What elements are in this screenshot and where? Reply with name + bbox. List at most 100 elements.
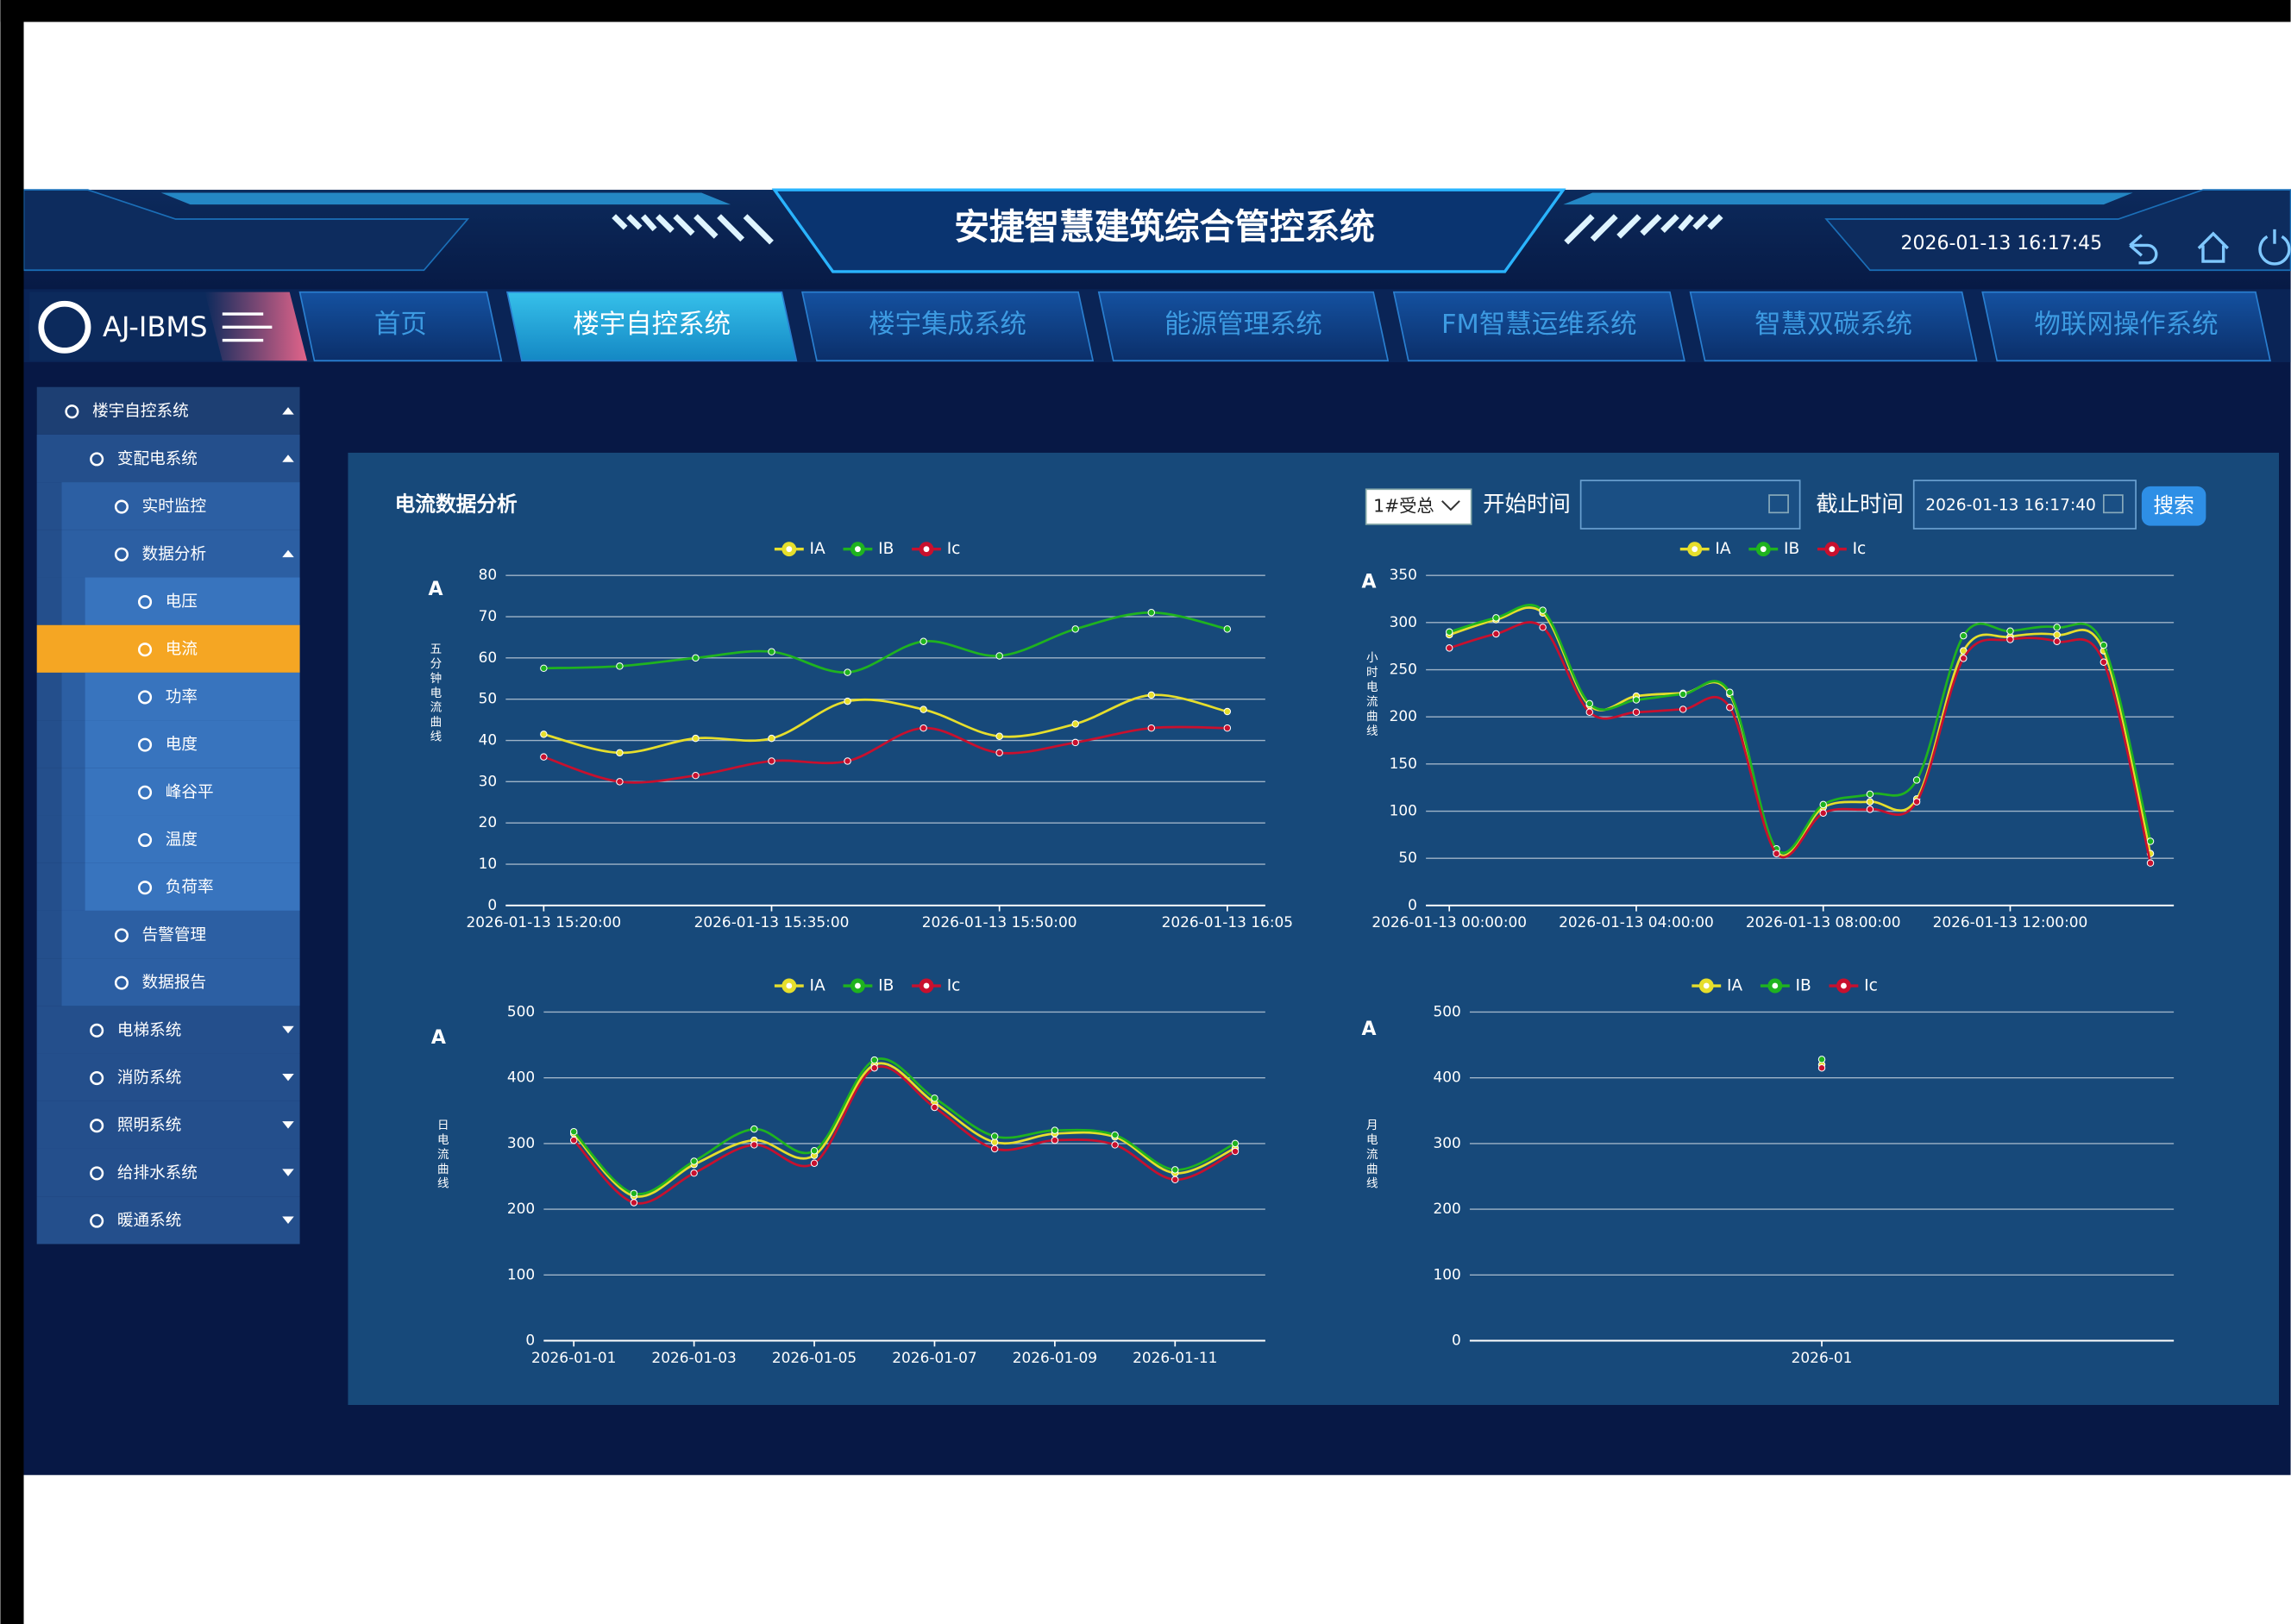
sidebar-item[interactable]: 暖通系统 <box>117 1212 181 1230</box>
sidebar-row-active <box>36 624 300 673</box>
y-tick-label: 0 <box>1452 1331 1461 1348</box>
sidebar-row-bg <box>36 1100 300 1149</box>
data-point <box>569 1136 578 1144</box>
end-label: 截止时间 <box>1816 491 1904 517</box>
data-point <box>990 1138 999 1146</box>
data-point <box>810 1147 819 1155</box>
legend-label: Ic <box>947 977 961 995</box>
data-point <box>920 637 927 645</box>
nav-tab[interactable] <box>1689 291 1978 362</box>
y-tick-label: 80 <box>479 566 498 583</box>
data-point <box>995 652 1003 660</box>
y-unit: A <box>1362 1019 1377 1040</box>
legend-label: IB <box>1784 540 1799 558</box>
data-point <box>1223 625 1232 633</box>
data-point <box>931 1103 938 1112</box>
y-tick-label: 20 <box>479 813 498 831</box>
start-input[interactable] <box>1579 480 1801 530</box>
data-point <box>2146 837 2155 845</box>
nav-tabs: 首页 楼宇自控系统 楼宇集成系统 能源管理系统 FM智慧运维系统 智慧双碳系统 物联网操作系… <box>298 291 2271 362</box>
data-point <box>2053 624 2061 631</box>
sidebar-row-bg <box>85 768 300 816</box>
data-point <box>768 734 775 743</box>
legend-label: IB <box>878 540 894 558</box>
legend-marker-center <box>1760 546 1767 553</box>
data-point <box>1585 708 1594 716</box>
sidebar-item[interactable]: 数据分析 <box>142 545 206 563</box>
data-point <box>630 1189 638 1198</box>
sidebar-icon <box>138 594 153 610</box>
data-point <box>1773 850 1780 857</box>
sidebar-arrow <box>282 549 294 558</box>
data-point <box>1632 696 1641 704</box>
data-point <box>1817 1056 1826 1063</box>
back-icon[interactable] <box>2129 234 2158 265</box>
home-icon[interactable] <box>2197 231 2229 263</box>
header-deco <box>160 192 731 205</box>
sidebar-item[interactable]: 给排水系统 <box>117 1164 198 1182</box>
data-point <box>690 1169 698 1177</box>
sidebar-item[interactable]: 峰谷平 <box>166 783 214 801</box>
data-point <box>1147 608 1156 617</box>
nav-tab[interactable] <box>505 291 798 362</box>
sidebar-item[interactable]: 楼宇自控系统 <box>92 403 189 421</box>
y-tick-label: 300 <box>1433 1134 1460 1151</box>
sidebar-row-bg <box>85 815 300 863</box>
power-icon[interactable] <box>2258 229 2291 266</box>
sidebar-icon <box>114 928 129 943</box>
select-box[interactable] <box>1365 488 1472 525</box>
legend-label: IB <box>878 977 894 995</box>
sidebar-icon <box>90 1070 104 1086</box>
data-point <box>1223 707 1232 716</box>
nav-tab-label: 智慧双碳系统 <box>1754 310 1912 340</box>
series-line <box>543 725 1227 784</box>
search-button[interactable] <box>2141 486 2206 526</box>
x-tick-label: 2026-01-13 15:20:00 <box>466 913 621 931</box>
data-point <box>1111 1141 1119 1149</box>
sidebar-item[interactable]: 实时监控 <box>142 498 206 516</box>
data-point <box>870 1056 878 1064</box>
sidebar-item[interactable]: 照明系统 <box>117 1117 181 1135</box>
sidebar-icon <box>90 1213 104 1228</box>
end-input[interactable] <box>1912 480 2137 530</box>
calendar-icon[interactable] <box>1768 494 1789 514</box>
sidebar-row-bg <box>85 862 300 911</box>
sidebar-item[interactable]: 告警管理 <box>142 926 206 944</box>
nav-tab[interactable] <box>1981 291 2271 362</box>
sidebar-icon <box>138 881 153 895</box>
nav-tab[interactable] <box>298 291 503 362</box>
sidebar-item[interactable]: 电压 <box>166 593 198 611</box>
data-point <box>692 654 700 662</box>
y-tick-label: 150 <box>1390 755 1417 772</box>
sidebar-item[interactable]: 电度 <box>166 736 198 754</box>
nav-tab[interactable] <box>801 291 1095 362</box>
sidebar-arrow <box>282 1216 294 1225</box>
sidebar-arrow <box>282 1073 294 1082</box>
frame-left <box>0 0 24 1624</box>
calendar-icon[interactable] <box>2102 494 2124 514</box>
sidebar-item[interactable]: 消防系统 <box>117 1069 181 1088</box>
sidebar-item[interactable]: 数据报告 <box>142 974 206 992</box>
sidebar-icon <box>138 690 153 705</box>
data-point <box>1231 1139 1240 1148</box>
data-point <box>1866 790 1874 799</box>
nav-tab[interactable] <box>1392 291 1685 362</box>
y-tick-label: 0 <box>487 896 497 913</box>
sidebar-item[interactable]: 电流 <box>166 641 198 659</box>
frame-top <box>0 0 2291 22</box>
menu-icon[interactable] <box>222 312 273 342</box>
sidebar-item[interactable]: 温度 <box>166 831 198 850</box>
legend-label: Ic <box>1864 977 1878 995</box>
data-point <box>1726 688 1734 696</box>
data-point <box>540 664 548 673</box>
y-axis-label: 五分钟电流曲线 <box>427 643 442 745</box>
sidebar-arrow <box>282 407 294 415</box>
series-line <box>543 693 1228 755</box>
sidebar-item[interactable]: 功率 <box>166 688 198 706</box>
legend-marker-center <box>923 546 930 553</box>
sidebar-item[interactable]: 电梯系统 <box>117 1021 181 1039</box>
y-tick-label: 0 <box>1408 896 1417 913</box>
sidebar-item[interactable]: 负荷率 <box>166 879 214 897</box>
nav-tab[interactable] <box>1097 291 1390 362</box>
sidebar-item[interactable]: 变配电系统 <box>117 450 198 468</box>
